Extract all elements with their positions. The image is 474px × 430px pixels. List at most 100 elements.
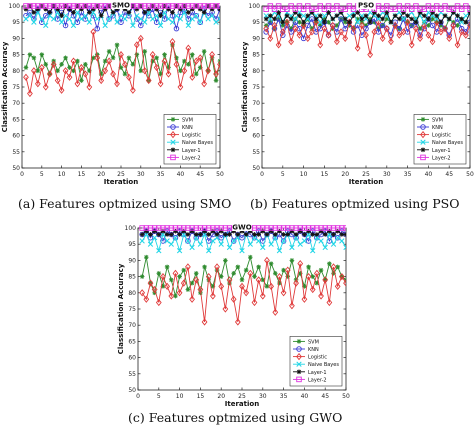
- point-naive-bayes: [276, 248, 283, 254]
- point-layer-2: [27, 3, 33, 9]
- y-tick-label: 70: [252, 100, 260, 107]
- point-knn: [379, 22, 386, 29]
- point-naive-bayes: [58, 19, 65, 25]
- point-svm: [277, 280, 282, 286]
- point-layer-2: [209, 3, 215, 9]
- x-tick-label: 20: [217, 393, 225, 400]
- point-svm: [322, 16, 327, 22]
- point-layer-2: [429, 6, 436, 12]
- point-layer-1: [384, 10, 390, 15]
- point-naive-bayes: [74, 9, 81, 16]
- point-layer-2: [50, 3, 57, 9]
- point-layer-1: [335, 228, 340, 234]
- point-logistic: [143, 295, 150, 303]
- point-svm: [334, 23, 340, 28]
- point-layer-2: [329, 6, 336, 12]
- point-svm: [310, 274, 316, 279]
- x-tick-label: 40: [425, 171, 433, 178]
- point-svm: [35, 68, 41, 74]
- legend-marker-logistic: [170, 130, 176, 139]
- point-logistic: [222, 305, 229, 313]
- point-logistic: [185, 263, 191, 271]
- point-layer-1: [277, 228, 282, 234]
- point-svm: [260, 277, 266, 283]
- point-naive-bayes: [31, 19, 37, 25]
- point-layer-2: [134, 3, 140, 9]
- point-layer-2: [185, 3, 192, 9]
- point-svm: [106, 49, 112, 54]
- point-logistic: [193, 57, 200, 65]
- y-tick-label: 80: [12, 68, 20, 75]
- point-layer-1: [152, 228, 157, 234]
- point-naive-bayes: [197, 241, 204, 247]
- y-tick-label: 65: [252, 116, 260, 123]
- point-layer-2: [173, 3, 180, 9]
- point-layer-1: [148, 232, 153, 237]
- point-svm: [376, 26, 381, 31]
- point-layer-1: [126, 10, 132, 15]
- legend-marker-svm: [296, 339, 302, 344]
- point-knn: [43, 12, 49, 19]
- point-layer-2: [54, 3, 61, 9]
- point-logistic: [243, 289, 250, 297]
- point-logistic: [177, 83, 184, 91]
- point-logistic: [218, 282, 225, 290]
- point-layer-1: [301, 19, 306, 25]
- point-logistic: [42, 83, 49, 91]
- y-axis-label: Classification Accuracy: [241, 41, 249, 132]
- point-layer-1: [223, 232, 228, 237]
- point-svm: [193, 271, 199, 276]
- point-layer-1: [156, 232, 162, 237]
- point-naive-bayes: [86, 19, 92, 25]
- legend-marker-layer-2: [296, 376, 302, 383]
- x-tick-label: 25: [238, 393, 246, 400]
- point-svm: [144, 254, 149, 260]
- point-logistic: [371, 28, 378, 36]
- point-layer-1: [144, 228, 149, 234]
- series-group: [139, 225, 346, 326]
- point-logistic: [90, 28, 97, 36]
- point-logistic: [330, 263, 337, 271]
- point-svm: [186, 62, 191, 67]
- point-naive-bayes: [151, 235, 158, 241]
- y-tick-label: 80: [128, 290, 136, 297]
- point-svm: [102, 58, 108, 64]
- point-logistic: [259, 292, 266, 300]
- point-naive-bayes: [206, 248, 212, 254]
- point-svm: [193, 71, 199, 77]
- point-knn: [172, 234, 179, 241]
- point-logistic: [296, 31, 303, 39]
- series-line-knn: [265, 17, 470, 40]
- point-logistic: [304, 34, 311, 43]
- point-svm: [87, 68, 92, 74]
- point-layer-1: [114, 6, 120, 12]
- point-svm: [231, 271, 236, 276]
- point-knn: [409, 22, 415, 29]
- x-tick-label: 15: [78, 171, 86, 178]
- legend-label-layer-1: Layer-1: [432, 148, 451, 154]
- point-svm: [150, 58, 155, 64]
- point-naive-bayes: [78, 16, 85, 22]
- point-layer-1: [380, 16, 385, 22]
- point-layer-2: [189, 3, 196, 9]
- point-knn: [280, 238, 287, 244]
- series-line-svm: [141, 255, 346, 297]
- point-layer-1: [343, 232, 346, 237]
- point-layer-2: [392, 6, 398, 12]
- point-svm: [306, 264, 311, 270]
- y-tick-label: 100: [125, 225, 137, 232]
- point-naive-bayes: [51, 16, 57, 22]
- x-tick-label: 45: [321, 393, 329, 400]
- point-svm: [213, 78, 219, 83]
- point-logistic: [54, 76, 61, 85]
- legend-marker-knn: [420, 124, 426, 130]
- point-logistic: [169, 38, 176, 46]
- point-layer-1: [309, 10, 315, 15]
- point-layer-1: [293, 232, 299, 237]
- point-svm: [154, 55, 159, 61]
- point-naive-bayes: [346, 13, 353, 19]
- point-naive-bayes: [172, 235, 179, 241]
- y-tick-label: 55: [12, 149, 20, 156]
- point-layer-1: [297, 13, 302, 19]
